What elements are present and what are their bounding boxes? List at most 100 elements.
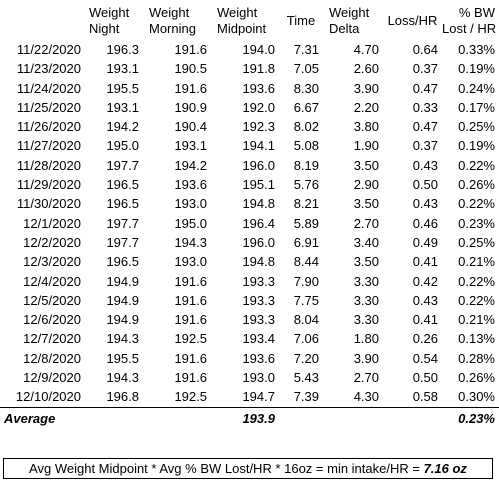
- loss-hr-cell: 0.54: [412, 350, 438, 366]
- pct-bw-cell: 0.19%: [458, 138, 495, 154]
- date-cell: 11/25/2020: [16, 99, 81, 115]
- weight-morning-cell: 190.5: [174, 61, 207, 77]
- table-row: 12/5/2020 194.9 191.6 193.3 7.75 3.30 0.43 0.22…: [0, 291, 499, 310]
- weight-morning-cell: 190.9: [174, 99, 207, 115]
- header-weight-night: Weight Night: [83, 2, 143, 40]
- header-weight-morning-line2: Morning: [149, 21, 196, 36]
- weight-morning-cell: 194.2: [174, 157, 207, 173]
- weight-night-cell: 193.1: [106, 99, 139, 115]
- loss-hr-cell: 0.43: [412, 292, 438, 308]
- time-cell: 8.04: [293, 312, 319, 328]
- pct-bw-cell: 0.22%: [458, 273, 495, 289]
- average-label: Average: [0, 406, 83, 430]
- table-row: 11/22/2020 196.3 191.6 194.0 7.31 4.70 0.64 0.3…: [0, 40, 499, 59]
- weight-midpoint-cell: 193.3: [242, 292, 275, 308]
- pct-bw-cell: 0.30%: [458, 389, 495, 405]
- table-row: 12/10/2020 196.8 192.5 194.7 7.39 4.30 0.58 0.3…: [0, 387, 499, 407]
- loss-hr-cell: 0.47: [412, 119, 438, 135]
- time-cell: 8.30: [293, 80, 319, 96]
- table-row: 11/23/2020 193.1 190.5 191.8 7.05 2.60 0.37 0.1…: [0, 59, 499, 78]
- date-cell: 12/2/2020: [23, 234, 81, 250]
- table-row: 11/24/2020 195.5 191.6 193.6 8.30 3.90 0.47 0.2…: [0, 79, 499, 98]
- weight-delta-cell: 4.30: [353, 389, 379, 405]
- weight-morning-cell: 191.6: [174, 370, 207, 386]
- loss-hr-cell: 0.43: [412, 196, 438, 212]
- weight-midpoint-cell: 193.3: [242, 312, 275, 328]
- date-cell: 12/1/2020: [23, 215, 81, 231]
- pct-bw-cell: 0.33%: [458, 42, 495, 57]
- weight-night-cell: 195.0: [106, 138, 139, 154]
- header-weight-delta-line2: Delta: [329, 21, 360, 36]
- weight-delta-cell: 3.30: [353, 292, 379, 308]
- date-cell: 11/26/2020: [16, 119, 81, 135]
- weight-delta-cell: 2.60: [353, 61, 379, 77]
- table-row: 12/8/2020 195.5 191.6 193.6 7.20 3.90 0.54 0.28…: [0, 349, 499, 368]
- weight-morning-cell: 193.6: [174, 177, 207, 193]
- weight-night-cell: 197.7: [106, 215, 139, 231]
- weight-midpoint-cell: 193.3: [242, 273, 275, 289]
- average-loss-cell: [383, 406, 442, 430]
- weight-delta-cell: 3.90: [353, 80, 379, 96]
- header-time: Time: [279, 2, 323, 40]
- average-night-cell: [83, 406, 143, 430]
- weight-night-cell: 196.5: [106, 177, 139, 193]
- header-pct-bw-line1: % BW: [458, 5, 495, 20]
- loss-hr-cell: 0.58: [412, 389, 438, 405]
- time-cell: 7.90: [293, 273, 319, 289]
- loss-hr-cell: 0.46: [412, 215, 438, 231]
- date-cell: 12/9/2020: [23, 370, 81, 386]
- weight-night-cell: 196.3: [106, 42, 139, 57]
- weight-delta-cell: 3.40: [353, 234, 379, 250]
- weight-morning-cell: 191.6: [174, 42, 207, 57]
- weight-night-cell: 194.9: [106, 273, 139, 289]
- time-cell: 7.05: [293, 61, 319, 77]
- weight-midpoint-cell: 193.6: [242, 80, 275, 96]
- table-row: 12/4/2020 194.9 191.6 193.3 7.90 3.30 0.42 0.22…: [0, 272, 499, 291]
- weight-midpoint-cell: 196.0: [242, 157, 275, 173]
- pct-bw-cell: 0.21%: [458, 254, 495, 270]
- time-cell: 8.44: [293, 254, 319, 270]
- table-row: 12/1/2020 197.7 195.0 196.4 5.89 2.70 0.46 0.23…: [0, 214, 499, 233]
- loss-hr-cell: 0.41: [412, 254, 438, 270]
- header-weight-delta-line1: Weight: [329, 5, 370, 20]
- table-row: 11/26/2020 194.2 190.4 192.3 8.02 3.80 0.47 0.2…: [0, 117, 499, 136]
- weight-midpoint-cell: 196.0: [242, 234, 275, 250]
- date-cell: 12/4/2020: [23, 273, 81, 289]
- loss-hr-cell: 0.26: [412, 331, 438, 347]
- weight-delta-cell: 2.70: [353, 370, 379, 386]
- time-cell: 8.19: [293, 157, 319, 173]
- weight-night-cell: 197.7: [106, 234, 139, 250]
- date-cell: 12/5/2020: [23, 292, 81, 308]
- loss-hr-cell: 0.33: [412, 99, 438, 115]
- weight-midpoint-cell: 194.7: [242, 389, 275, 405]
- header-weight-delta: Weight Delta: [323, 2, 383, 40]
- formula-text: Avg Weight Midpoint * Avg % BW Lost/HR *…: [29, 461, 424, 476]
- header-weight-midpoint: Weight Midpoint: [211, 2, 279, 40]
- weight-midpoint-cell: 194.1: [242, 138, 275, 154]
- loss-hr-cell: 0.42: [412, 273, 438, 289]
- pct-bw-cell: 0.28%: [458, 350, 495, 366]
- date-cell: 11/24/2020: [16, 80, 81, 96]
- pct-bw-cell: 0.19%: [458, 61, 495, 77]
- time-cell: 5.43: [293, 370, 319, 386]
- weight-midpoint-cell: 194.8: [242, 254, 275, 270]
- weight-midpoint-cell: 194.8: [242, 196, 275, 212]
- time-cell: 5.89: [293, 215, 319, 231]
- weight-delta-cell: 3.90: [353, 350, 379, 366]
- weight-morning-cell: 193.0: [174, 254, 207, 270]
- header-loss-hr-label: Loss/HR: [387, 13, 438, 28]
- pct-bw-cell: 0.22%: [458, 196, 495, 212]
- date-cell: 11/30/2020: [16, 196, 81, 212]
- weight-table: Weight Night Weight Morning Weight Midpo…: [0, 2, 499, 430]
- table-row: 11/30/2020 196.5 193.0 194.8 8.21 3.50 0.43 0.2…: [0, 194, 499, 213]
- loss-hr-cell: 0.37: [412, 61, 438, 77]
- weight-night-cell: 197.7: [106, 157, 139, 173]
- pct-bw-cell: 0.17%: [458, 99, 495, 115]
- weight-night-cell: 194.2: [106, 119, 139, 135]
- weight-delta-cell: 2.70: [353, 215, 379, 231]
- pct-bw-cell: 0.23%: [458, 215, 495, 231]
- time-cell: 7.20: [293, 350, 319, 366]
- pct-bw-cell: 0.13%: [458, 331, 495, 347]
- weight-delta-cell: 4.70: [353, 42, 379, 57]
- weight-delta-cell: 3.50: [353, 196, 379, 212]
